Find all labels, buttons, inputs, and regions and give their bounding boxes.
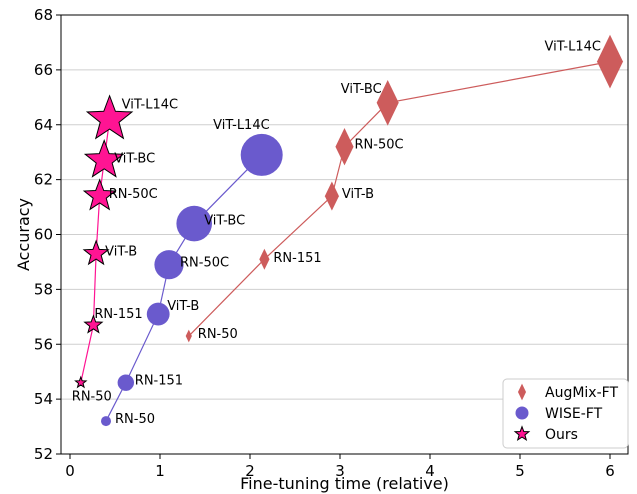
x-tick-label: 1 [155, 462, 165, 480]
x-tick-label: 3 [335, 462, 345, 480]
y-axis-label: Accuracy [14, 198, 33, 271]
point-labels: RN-50 RN-151 ViT-B RN-50C ViT-BC ViT-L14C RN-5… [72, 40, 601, 427]
y-tick-label: 52 [34, 445, 53, 463]
point-label: RN-50 [198, 327, 238, 342]
x-axis-label: Fine-tuning time (relative) [240, 474, 449, 493]
star-marker [83, 139, 125, 178]
point-label: RN-151 [94, 307, 142, 322]
series-markers [74, 34, 624, 427]
y-tick-label: 56 [34, 335, 53, 353]
circle-marker [176, 205, 212, 242]
y-tick-label: 58 [34, 280, 53, 298]
series-line [188, 61, 611, 337]
legend: AugMix-FT WISE-FT Ours [502, 378, 629, 449]
diamond-marker [324, 181, 339, 211]
point-label: ViT-B [342, 187, 374, 202]
circle-marker [154, 250, 184, 280]
point-label: ViT-B [167, 299, 199, 314]
point-label: RN-50C [355, 138, 404, 153]
point-label: RN-151 [273, 251, 321, 266]
circle-marker [146, 302, 170, 326]
point-label: ViT-L14C [544, 40, 601, 55]
star-marker [74, 375, 88, 389]
circle-marker [117, 374, 134, 391]
point-label: RN-50 [115, 412, 155, 427]
y-tick-label: 68 [34, 6, 53, 24]
point-label: RN-151 [135, 374, 183, 389]
circle-marker [240, 133, 283, 176]
legend-label: AugMix-FT [545, 385, 618, 401]
star-marker [82, 178, 117, 211]
point-label: ViT-BC [114, 151, 155, 166]
y-tick-label: 62 [34, 171, 53, 189]
y-tick-label: 64 [34, 116, 53, 134]
star-marker [83, 314, 104, 334]
y-tick-label: 66 [34, 61, 53, 79]
x-tick-label: 2 [245, 462, 255, 480]
y-tick-label: 60 [34, 226, 53, 244]
x-axis-ticks: 0 1 2 3 4 5 6 [65, 454, 615, 480]
x-tick-label: 0 [65, 462, 75, 480]
series-lines [80, 61, 611, 422]
legend-label: WISE-FT [545, 406, 603, 422]
diamond-marker [259, 248, 270, 270]
legend-label: Ours [545, 427, 578, 443]
point-label: ViT-BC [204, 214, 245, 229]
point-label: RN-50C [109, 187, 158, 202]
diamond-marker [596, 34, 624, 89]
point-label: ViT-L14C [213, 118, 270, 133]
x-tick-label: 6 [605, 462, 615, 480]
circle-marker [101, 416, 111, 427]
star-marker [82, 239, 110, 266]
y-axis-ticks: 52 54 56 58 60 62 64 66 68 [34, 6, 61, 463]
point-label: ViT-BC [341, 82, 382, 97]
diamond-marker [335, 128, 354, 166]
x-tick-label: 4 [425, 462, 435, 480]
star-marker [85, 94, 134, 140]
diamond-marker [376, 80, 399, 126]
legend-circle-icon [515, 406, 529, 420]
y-tick-label: 54 [34, 390, 53, 408]
x-tick-label: 5 [515, 462, 525, 480]
point-label: RN-50 [72, 390, 112, 405]
point-label: ViT-L14C [122, 97, 179, 112]
legend-star-icon [513, 425, 531, 442]
diamond-marker [185, 329, 192, 343]
legend-box [502, 378, 629, 449]
legend-diamond-icon [517, 383, 527, 401]
point-label: ViT-B [105, 245, 137, 260]
point-label: RN-50C [180, 256, 229, 271]
